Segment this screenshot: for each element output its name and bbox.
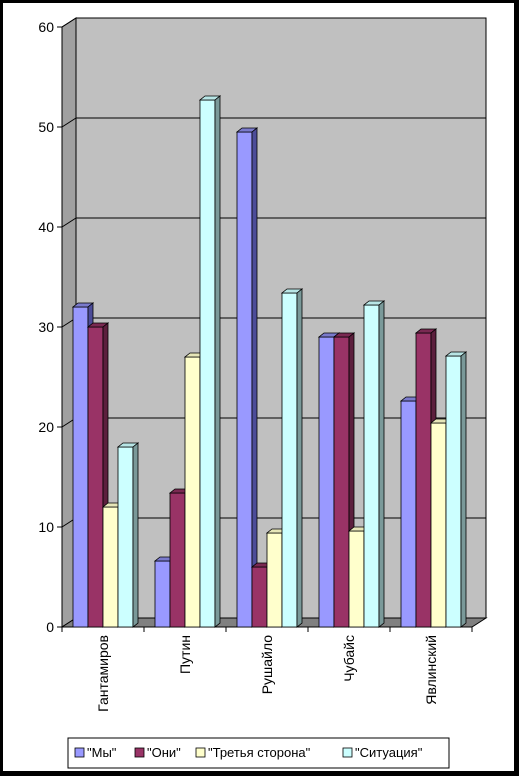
bar (198, 95, 222, 628)
bar-front (333, 336, 350, 628)
bar (362, 300, 386, 628)
bar-front (363, 304, 380, 628)
legend-label: "Они" (147, 745, 181, 760)
y-tick-label: 10 (38, 519, 54, 535)
bar (444, 351, 468, 628)
legend-swatch (342, 747, 353, 758)
legend: "Мы" "Они" "Третья сторона" "Ситуация" (67, 737, 450, 769)
bar-side (214, 95, 221, 628)
legend-item: "Ситуация" (342, 745, 423, 760)
bar-side (251, 127, 258, 628)
bar-front (348, 530, 365, 628)
y-tick-label: 20 (38, 419, 54, 435)
gridline-side (61, 217, 77, 228)
y-tick-label: 60 (38, 19, 54, 35)
bar-front (184, 356, 201, 628)
bar-front (266, 532, 283, 628)
gridline-side (61, 17, 77, 28)
legend-label: "Третья сторона" (208, 745, 311, 760)
bar-front (117, 446, 134, 628)
legend-item: "Они" (134, 745, 181, 760)
legend-item: "Мы" (74, 745, 117, 760)
bar-side (378, 300, 385, 628)
bar-front (445, 355, 462, 628)
gridline-side (61, 117, 77, 128)
bar (235, 127, 259, 628)
x-category-label: Путин (177, 635, 193, 674)
bar-front (400, 400, 417, 628)
bar-front (415, 332, 432, 628)
bar-front (72, 306, 89, 628)
bar-side (132, 442, 139, 628)
x-category-label: Рушайло (259, 635, 275, 695)
bar-front (169, 492, 186, 628)
bar (280, 288, 304, 628)
bar-front (154, 560, 171, 628)
bar-front (236, 131, 253, 628)
y-tick-label: 40 (38, 219, 54, 235)
legend-label: "Ситуация" (355, 745, 423, 760)
bar-front (430, 422, 447, 628)
bar-front (199, 99, 216, 628)
y-tick-label: 30 (38, 319, 54, 335)
legend-swatch (195, 747, 206, 758)
bar-front (318, 336, 335, 628)
bar (116, 442, 140, 628)
legend-item: "Третья сторона" (195, 745, 311, 760)
y-tick-label: 0 (46, 619, 54, 635)
bar-front (102, 506, 119, 628)
x-category-label: Чубайс (341, 635, 357, 682)
legend-box (67, 737, 450, 769)
bar-side (460, 351, 467, 628)
bar-front (281, 292, 298, 628)
x-category-label: Явлинский (423, 635, 439, 705)
bar-side (296, 288, 303, 628)
bar-front (251, 566, 268, 628)
legend-swatch (134, 747, 145, 758)
legend-label: "Мы" (87, 745, 117, 760)
x-category-label: Гантамиров (95, 635, 111, 712)
legend-swatch (74, 747, 85, 758)
bar-front (87, 326, 104, 628)
bar (86, 322, 110, 628)
y-tick-label: 50 (38, 119, 54, 135)
bar (332, 332, 356, 628)
